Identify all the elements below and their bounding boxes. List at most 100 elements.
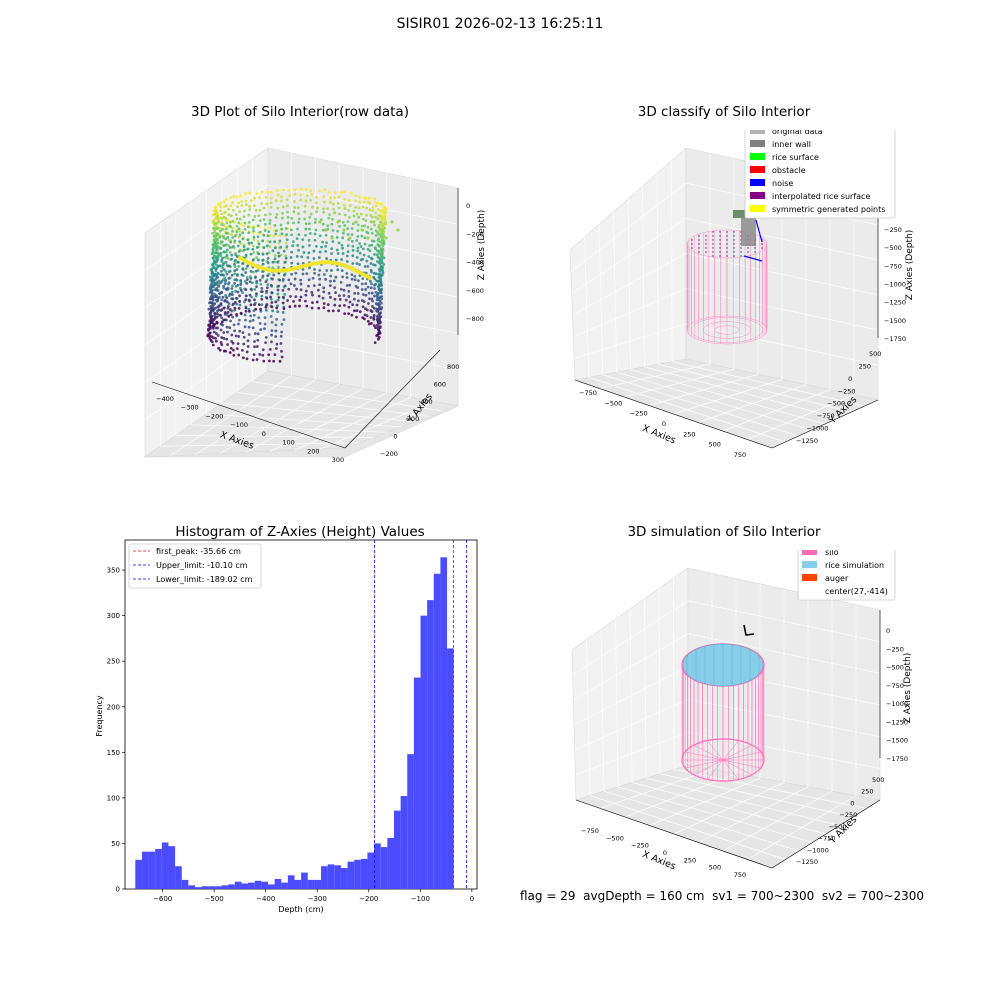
raw-y-tick-label: −200 [380, 450, 398, 458]
raw-data-point [307, 227, 311, 231]
raw-data-point [264, 335, 268, 339]
raw-data-point [258, 353, 262, 356]
raw-data-point [214, 332, 218, 335]
raw-data-point [290, 233, 294, 237]
raw-data-point [329, 295, 332, 299]
raw-data-point [355, 315, 358, 319]
classify-surface-point [733, 255, 735, 257]
raw-data-point [390, 220, 394, 224]
raw-data-point [237, 201, 240, 205]
histogram-bar [327, 864, 335, 889]
raw-data-point [286, 210, 289, 214]
raw-data-point [356, 249, 360, 253]
raw-data-point [323, 200, 326, 204]
raw-data-point [377, 332, 381, 336]
raw-data-point [258, 278, 262, 282]
raw-data-point [314, 217, 317, 221]
classify-surface-point [719, 243, 721, 245]
raw-data-point [233, 281, 236, 285]
raw-data-point [262, 246, 266, 249]
raw-data-point [348, 283, 352, 287]
classify-legend-swatch [750, 140, 765, 147]
raw-data-point [329, 269, 333, 272]
raw-data-point [237, 235, 241, 239]
raw-data-point [270, 305, 274, 309]
classify-surface-point [726, 247, 728, 249]
raw-data-point [330, 222, 334, 226]
raw-data-point [318, 250, 322, 254]
raw-data-point [221, 295, 225, 299]
raw-data-point [228, 264, 231, 268]
raw-data-point [237, 250, 241, 253]
raw-data-point [382, 263, 386, 266]
raw-data-point [224, 260, 228, 264]
raw-data-point [347, 289, 351, 293]
raw-data-point [365, 314, 369, 318]
raw-data-point [215, 251, 218, 254]
raw-data-point [276, 298, 280, 302]
raw-data-point [274, 216, 278, 219]
classify-surface-point [712, 243, 714, 245]
classify-y-tick-label: −750 [817, 412, 835, 420]
raw-data-point [244, 288, 248, 292]
raw-data-point [258, 321, 262, 325]
raw-data-point [225, 300, 229, 304]
raw-data-point [270, 320, 274, 324]
raw-data-point [247, 298, 251, 302]
raw-data-point [264, 341, 267, 345]
raw-data-point [269, 315, 273, 318]
raw-data-point [304, 299, 307, 303]
raw-data-point [261, 348, 265, 352]
raw-data-point [373, 197, 377, 201]
raw-data-point [267, 251, 271, 255]
raw-data-point [220, 228, 224, 231]
raw-data-point [285, 238, 289, 242]
raw-data-point [246, 345, 250, 348]
raw-data-point [226, 330, 229, 334]
raw-data-point [274, 199, 278, 203]
raw-data-point [216, 271, 220, 275]
raw-data-point [248, 205, 251, 208]
raw-data-point [245, 281, 249, 285]
raw-data-point [227, 238, 231, 242]
raw-data-point [208, 331, 212, 335]
raw-data-point [220, 291, 223, 294]
raw-data-point [228, 308, 232, 311]
raw-data-point [290, 216, 294, 220]
raw-data-point [255, 285, 258, 289]
raw-data-point [222, 244, 226, 247]
raw-data-point [330, 217, 334, 221]
raw-data-point [362, 200, 366, 204]
raw-data-point [341, 246, 344, 250]
raw-data-point [306, 256, 310, 259]
raw-data-point [237, 353, 241, 357]
raw-data-point [290, 228, 293, 232]
raw-data-point [259, 282, 263, 286]
raw-z-tick-label: −400 [466, 259, 484, 267]
classify-legend-swatch [750, 205, 765, 212]
raw-data-point [252, 226, 255, 230]
raw-data-point [235, 268, 239, 271]
raw-data-point [216, 214, 220, 218]
raw-data-point [283, 260, 287, 264]
raw-data-point [357, 215, 361, 219]
classify-surface-point [726, 251, 728, 253]
raw-data-point [352, 309, 356, 313]
classify-surface-point [691, 247, 693, 249]
simulation-y-tick-label: 500 [872, 776, 884, 784]
raw-data-point [236, 244, 240, 248]
raw-data-point [373, 341, 377, 345]
raw-data-point [220, 320, 224, 324]
classify-z-axis-label: Z Axies (Depth) [905, 230, 915, 301]
histogram-bar [208, 886, 215, 889]
raw-data-point [363, 313, 367, 317]
simulation-x-tick-label: 250 [684, 856, 696, 864]
raw-data-point [248, 208, 252, 212]
raw-data-point [214, 326, 218, 330]
raw-data-point [336, 229, 340, 233]
raw-data-point [346, 233, 350, 236]
histogram-bars [135, 557, 454, 889]
simulation-y-tick-label: −1250 [796, 858, 818, 866]
raw-data-point [230, 273, 234, 277]
raw-z-tick-label: 0 [466, 202, 470, 210]
